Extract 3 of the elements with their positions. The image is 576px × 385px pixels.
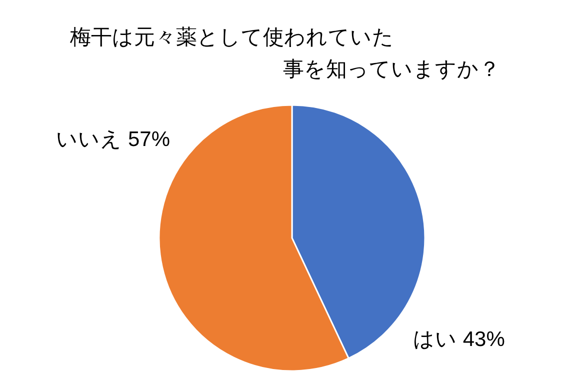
slice-label: いいえ 57% [56, 128, 170, 151]
slice-label: はい 43% [413, 328, 505, 351]
chart-title: 梅干は元々薬として使われていた事を知っていますか？ [69, 26, 500, 81]
